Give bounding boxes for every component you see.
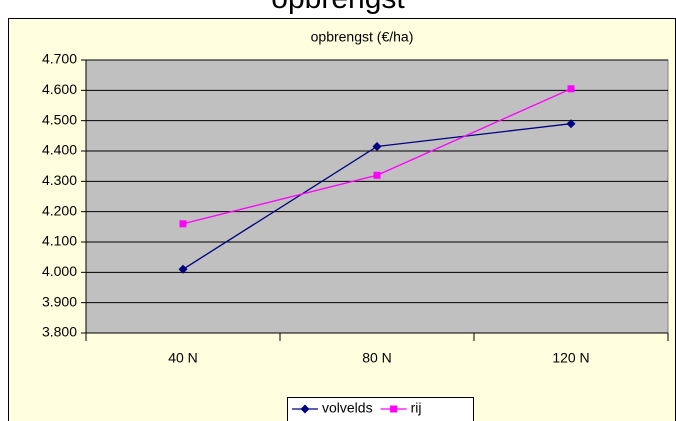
y-tick-label: 4.600 (42, 81, 77, 97)
y-tick-label: 3.800 (42, 324, 77, 340)
x-tick-label: 120 N (552, 350, 589, 366)
legend-label: volvelds (322, 400, 373, 416)
point (566, 119, 576, 129)
y-tick-label: 4.000 (42, 263, 77, 279)
x-tick-label: 80 N (362, 350, 392, 366)
y-tick-label: 4.400 (42, 142, 77, 158)
y-tick-label: 4.700 (42, 51, 77, 67)
plot-area (85, 59, 669, 334)
y-tick-label: 3.900 (42, 293, 77, 309)
page-heading: opbrengst (271, 0, 405, 15)
y-tick-label: 4.500 (42, 111, 77, 127)
y-tick-label: 4.200 (42, 202, 77, 218)
point (373, 171, 381, 179)
chart-title: opbrengst (€/ha) (311, 29, 414, 45)
legend-label: rij (411, 400, 422, 416)
y-tick-label: 4.300 (42, 172, 77, 188)
y-tick-label: 4.100 (42, 233, 77, 249)
point (178, 264, 188, 274)
point (567, 85, 575, 93)
point (390, 405, 398, 413)
legend-box (287, 397, 474, 421)
point (372, 141, 382, 151)
point (179, 220, 187, 228)
x-tick-label: 40 N (168, 350, 198, 366)
point (300, 404, 310, 414)
